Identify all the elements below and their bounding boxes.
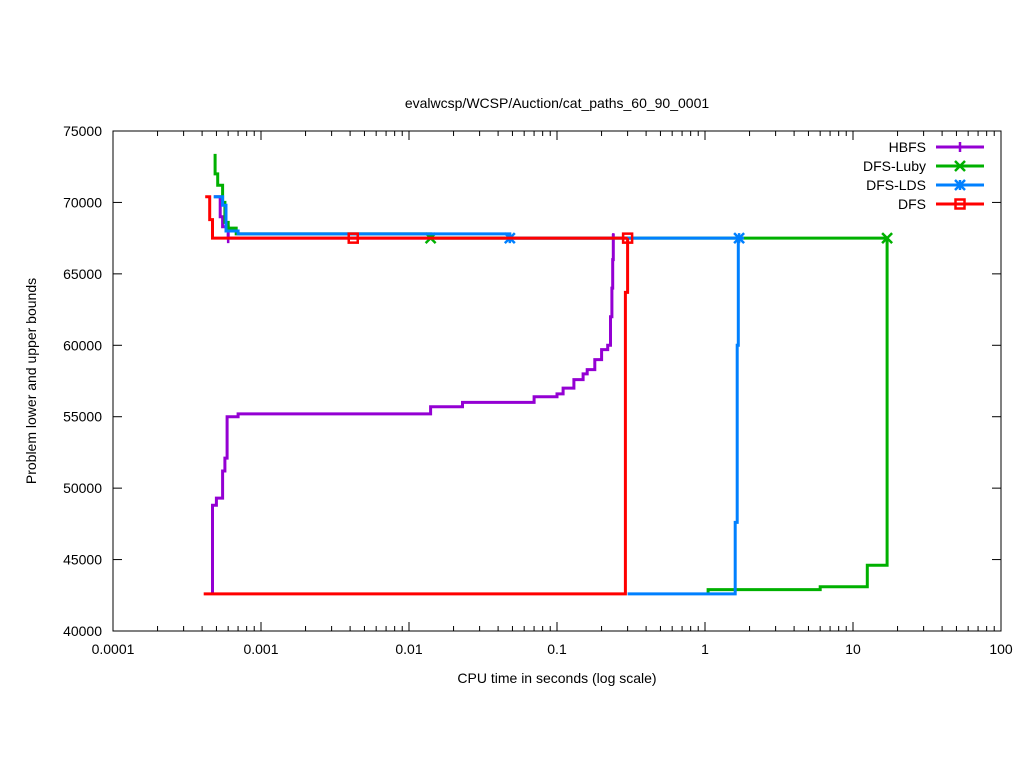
series-line-hbfs <box>211 233 615 594</box>
x-tick-label: 10 <box>845 641 861 657</box>
y-tick-label: 55000 <box>63 409 102 425</box>
x-tick-label: 0.0001 <box>92 641 135 657</box>
legend-label: HBFS <box>889 139 926 155</box>
x-tick-label: 1 <box>701 641 709 657</box>
legend-label: DFS-LDS <box>866 177 926 193</box>
x-axis-tick-labels: 0.0001 0.001 0.01 0.1 1 10 100 <box>92 641 1013 657</box>
y-tick-label: 45000 <box>63 552 102 568</box>
y-tick-label: 60000 <box>63 337 102 353</box>
legend-item-dfs-lds: DFS-LDS <box>866 177 984 193</box>
y-tick-label: 70000 <box>63 194 102 210</box>
series-line-dfs-lds <box>627 236 740 596</box>
y-tick-label: 65000 <box>63 266 102 282</box>
legend: HBFS DFS-Luby DFS-LDS DFS <box>863 139 984 212</box>
series-dfs-lds <box>213 195 745 596</box>
series-line-dfs-luby <box>706 238 889 594</box>
legend-item-hbfs: HBFS <box>889 139 984 155</box>
x-axis-label: CPU time in seconds (log scale) <box>457 670 656 686</box>
y-axis-label: Problem lower and upper bounds <box>23 278 39 484</box>
data-point-dfs-luby <box>881 232 893 245</box>
data-point-dfs <box>347 232 359 244</box>
legend-item-dfs: DFS <box>898 196 984 212</box>
data-point-dfs-lds <box>733 232 745 245</box>
y-tick-label: 50000 <box>63 480 102 496</box>
legend-marker <box>954 179 966 191</box>
series-line-dfs <box>205 195 628 240</box>
chart-title: evalwcsp/WCSP/Auction/cat_paths_60_90_00… <box>405 95 710 111</box>
series-dfs-luby <box>213 153 893 594</box>
data-point-dfs <box>621 232 634 244</box>
series-line-dfs-luby <box>213 153 888 240</box>
legend-marker <box>954 160 966 172</box>
series-dfs <box>203 195 634 596</box>
legend-marker <box>954 198 966 210</box>
x-tick-label: 0.1 <box>547 641 567 657</box>
x-tick-label: 0.01 <box>395 641 422 657</box>
x-tick-label: 100 <box>989 641 1013 657</box>
series-line-hbfs <box>213 195 614 240</box>
y-axis-tick-labels: 40000 45000 50000 55000 60000 65000 70000 75000 <box>63 123 102 639</box>
legend-marker <box>955 142 965 152</box>
series-hbfs <box>211 195 619 594</box>
y-tick-label: 40000 <box>63 623 102 639</box>
legend-item-dfs-luby: DFS-Luby <box>863 158 984 174</box>
legend-label: DFS-Luby <box>863 158 926 174</box>
plot-frame <box>112 130 1002 632</box>
y-tick-label: 75000 <box>63 123 102 139</box>
legend-label: DFS <box>898 196 926 212</box>
series-layer <box>203 153 893 596</box>
x-tick-label: 0.001 <box>243 641 278 657</box>
series-line-dfs <box>203 238 630 596</box>
axis-ticks <box>112 130 1002 632</box>
series-line-dfs-lds <box>213 195 740 240</box>
